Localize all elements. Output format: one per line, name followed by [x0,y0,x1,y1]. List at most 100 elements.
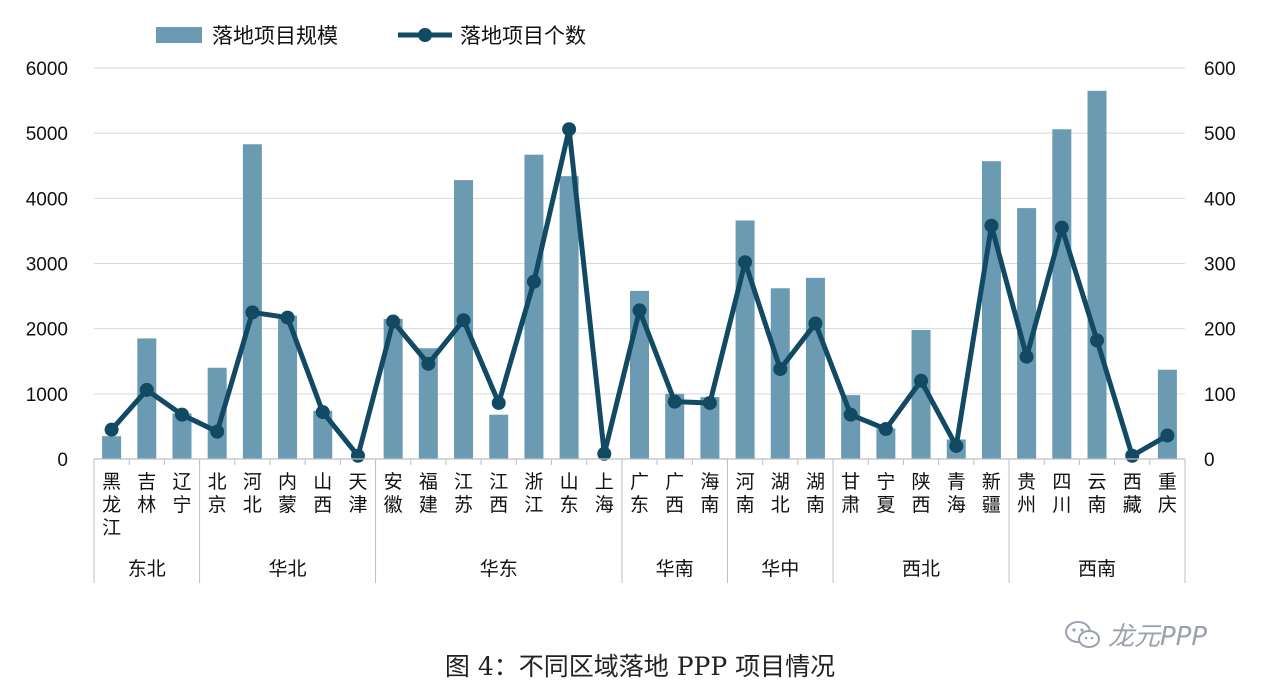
line-point-5 [280,310,295,325]
line-point-21 [843,407,858,422]
wechat-icon [1065,620,1100,648]
category-label-29: 西藏 [1123,471,1142,516]
line-point-8 [386,314,401,329]
bar-23 [911,329,931,459]
group-label-4: 华中 [761,558,799,580]
category-label-21: 甘肃 [841,471,860,516]
line-point-30 [1160,428,1175,443]
line-point-14 [597,446,612,461]
category-label-1: 吉林 [137,471,156,516]
left-tick-1: 1000 [26,385,68,406]
bar-21 [841,395,861,459]
line-point-13 [562,122,577,137]
line-point-0 [104,422,119,437]
line-point-16 [667,394,682,409]
line-point-1 [139,382,154,397]
category-label-24: 青海 [947,471,966,516]
left-axis-ticks: 0 1000 2000 3000 4000 5000 6000 [26,59,68,471]
line-point-25 [984,218,999,233]
category-label-25: 新疆 [982,471,1001,516]
bar-2 [172,413,192,459]
category-label-9: 福建 [419,471,438,516]
legend-line-marker [418,28,432,42]
line-point-22 [878,422,893,437]
left-tick-3: 3000 [26,255,68,276]
line-point-24 [949,438,964,453]
line-point-20 [808,316,823,331]
line-point-26 [1019,349,1034,364]
line-point-17 [702,395,717,410]
category-label-20: 湖南 [806,471,825,516]
bar-26 [1017,208,1037,459]
category-label-23: 陕西 [912,471,931,516]
bar-0 [102,436,122,459]
category-label-10: 江苏 [454,471,473,516]
line-point-27 [1054,220,1069,235]
right-tick-0: 0 [1204,450,1215,471]
right-tick-6: 600 [1204,59,1236,80]
right-tick-5: 500 [1204,124,1236,145]
bar-series [102,90,1177,460]
group-label-2: 华东 [480,558,518,580]
bar-8 [383,318,403,459]
bar-4 [242,144,262,459]
left-tick-0: 0 [57,450,68,471]
line-point-12 [526,274,541,289]
category-label-30: 重庆 [1158,471,1177,516]
left-tick-4: 4000 [26,189,68,210]
category-label-15: 广东 [630,471,649,516]
bar-5 [278,315,298,459]
bar-28 [1087,90,1107,459]
category-label-4: 河北 [243,471,262,516]
category-label-17: 海南 [700,471,719,516]
line-point-2 [174,407,189,422]
category-label-3: 北京 [208,471,227,516]
grid-lines [94,67,1185,395]
category-label-7: 天津 [348,471,367,516]
line-point-28 [1090,333,1105,348]
bar-11 [489,414,509,459]
category-label-22: 宁夏 [876,471,895,516]
line-point-4 [245,305,260,320]
category-label-2: 辽宁 [172,471,191,516]
line-point-19 [773,362,788,377]
bar-22 [876,428,896,459]
bar-27 [1052,129,1072,460]
group-label-0: 东北 [128,558,166,580]
category-label-27: 四川 [1052,471,1071,516]
line-point-23 [914,373,929,388]
category-label-26: 贵州 [1017,471,1036,516]
bar-6 [313,410,333,459]
category-label-13: 山东 [560,471,579,516]
watermark-text: 龙元PPP [1108,622,1208,652]
line-point-7 [350,448,365,463]
axes [93,458,1186,583]
bar-30 [1157,369,1177,459]
line-point-6 [315,405,330,420]
line-point-29 [1125,448,1140,463]
category-labels: 黑龙江吉林辽宁北京河北内蒙山西天津安徽福建江苏江西浙江山东上海广东广西海南河南湖… [102,471,1177,539]
line-series [104,122,1175,463]
category-label-6: 山西 [313,471,332,516]
category-label-19: 湖北 [771,471,790,516]
right-axis-ticks: 0 100 200 300 400 500 600 [1204,59,1236,471]
line-point-10 [456,313,471,328]
category-label-14: 上海 [595,471,614,516]
line-point-18 [738,255,753,270]
bar-17 [700,397,720,459]
category-label-12: 浙江 [524,471,543,516]
left-tick-6: 6000 [26,59,68,80]
left-tick-5: 5000 [26,124,68,145]
bar-25 [981,161,1001,459]
right-tick-1: 100 [1204,385,1236,406]
group-label-1: 华北 [269,558,307,580]
category-label-18: 河南 [736,471,755,516]
bar-13 [559,176,579,459]
group-label-6: 西南 [1078,558,1116,580]
bar-16 [665,393,685,459]
legend-bar-label: 落地项目规模 [212,24,338,48]
bar-1 [137,338,157,459]
bar-12 [524,154,544,459]
category-label-5: 内蒙 [278,471,297,516]
